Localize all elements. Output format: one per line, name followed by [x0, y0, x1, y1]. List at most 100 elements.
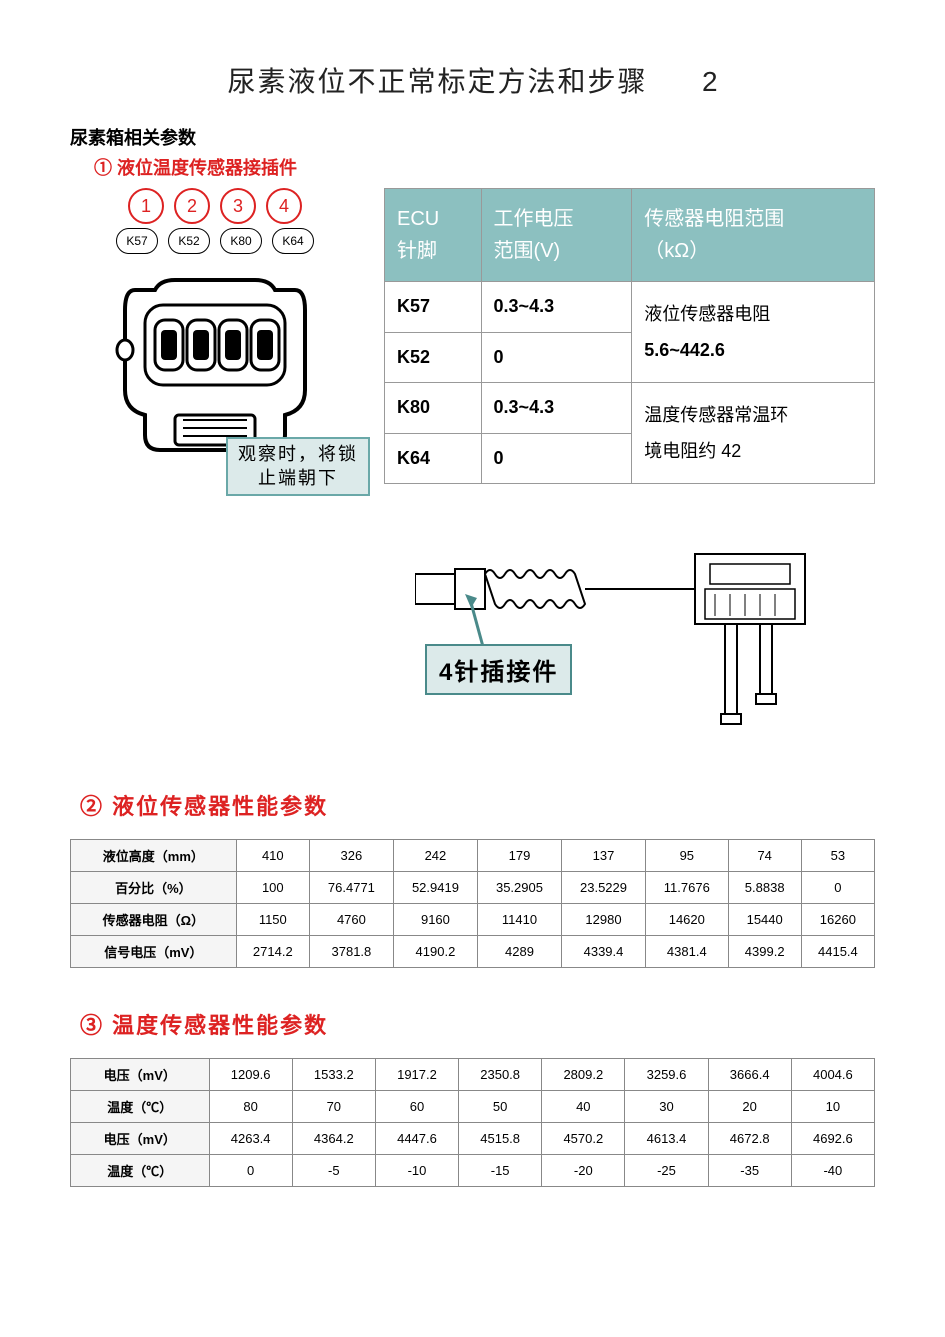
table-cell: 16260	[801, 904, 874, 936]
table-cell: -10	[375, 1155, 458, 1187]
ecu-cell: 0.3~4.3	[481, 383, 632, 434]
table-cell: 5.8838	[728, 872, 801, 904]
table-cell: 2809.2	[542, 1059, 625, 1091]
red-pin-1: 1	[128, 188, 164, 224]
table-cell: 4760	[309, 904, 393, 936]
ecu-th-res: 传感器电阻范围 （kΩ）	[632, 189, 875, 282]
ecu-cell: 0	[481, 332, 632, 383]
table-cell: -20	[542, 1155, 625, 1187]
table-cell: 1533.2	[292, 1059, 375, 1091]
table-cell: 11.7676	[646, 872, 729, 904]
callout-line1: 观察时，将锁	[238, 443, 358, 466]
callout-lock-down: 观察时，将锁 止端朝下	[226, 437, 370, 496]
table-cell: 179	[477, 840, 561, 872]
subhead-3: ③ 温度传感器性能参数	[80, 1008, 875, 1040]
ecu-th-volt: 工作电压 范围(V)	[481, 189, 632, 282]
table-cell: 23.5229	[561, 872, 645, 904]
table-cell: -25	[625, 1155, 708, 1187]
page-title: 尿素液位不正常标定方法和步骤	[227, 60, 647, 100]
table-cell: 53	[801, 840, 874, 872]
table-cell: 11410	[477, 904, 561, 936]
table-rowhead: 传感器电阻（Ω）	[71, 904, 237, 936]
k-pin-1: K57	[116, 228, 158, 254]
table-cell: 1150	[236, 904, 309, 936]
four-pin-callout: 4针插接件	[425, 644, 572, 695]
table-cell: 9160	[393, 904, 477, 936]
table-cell: 4339.4	[561, 936, 645, 968]
ecu-cell: K64	[385, 433, 482, 484]
table-cell: 1209.6	[209, 1059, 292, 1091]
k-pin-3: K80	[220, 228, 262, 254]
table-cell: 4399.2	[728, 936, 801, 968]
table-cell: 1917.2	[375, 1059, 458, 1091]
table-cell: 74	[728, 840, 801, 872]
temp-sensor-table: 电压（mV）1209.61533.21917.22350.82809.23259…	[70, 1058, 875, 1187]
ecu-cell: K57	[385, 282, 482, 333]
table-rowhead: 温度（℃）	[71, 1155, 210, 1187]
table-rowhead: 信号电压（mV）	[71, 936, 237, 968]
table-cell: 242	[393, 840, 477, 872]
level-sensor-table: 液位高度（mm）410326242179137957453 百分比（%）10076…	[70, 839, 875, 968]
table-rowhead: 液位高度（mm）	[71, 840, 237, 872]
table-cell: -35	[708, 1155, 791, 1187]
table-cell: 3781.8	[309, 936, 393, 968]
table-cell: 4613.4	[625, 1123, 708, 1155]
k-pin-4: K64	[272, 228, 314, 254]
table-cell: 50	[459, 1091, 542, 1123]
table-cell: 4570.2	[542, 1123, 625, 1155]
table-cell: 4692.6	[791, 1123, 874, 1155]
table-cell: 3259.6	[625, 1059, 708, 1091]
table-rowhead: 电压（mV）	[71, 1123, 210, 1155]
table-cell: 76.4771	[309, 872, 393, 904]
table-cell: 4672.8	[708, 1123, 791, 1155]
title-row: 尿素液位不正常标定方法和步骤 2	[70, 60, 875, 100]
table-cell: 137	[561, 840, 645, 872]
k-pin-2: K52	[168, 228, 210, 254]
red-pin-4: 4	[266, 188, 302, 224]
red-pin-row: 1 2 3 4	[70, 188, 360, 224]
ecu-desc-top: 液位传感器电阻 5.6~442.6	[632, 282, 875, 383]
table-cell: 410	[236, 840, 309, 872]
table-cell: 0	[801, 872, 874, 904]
table-rowhead: 电压（mV）	[71, 1059, 210, 1091]
table-cell: 15440	[728, 904, 801, 936]
subhead-2: ② 液位传感器性能参数	[80, 789, 875, 821]
table-cell: 0	[209, 1155, 292, 1187]
red-pin-2: 2	[174, 188, 210, 224]
section-label: 尿素箱相关参数	[70, 124, 875, 150]
table-rowhead: 百分比（%）	[71, 872, 237, 904]
page-number: 2	[702, 66, 718, 98]
table-cell: 2350.8	[459, 1059, 542, 1091]
table-cell: 95	[646, 840, 729, 872]
table-cell: 4381.4	[646, 936, 729, 968]
table-cell: 40	[542, 1091, 625, 1123]
table-cell: 4415.4	[801, 936, 874, 968]
table-cell: 12980	[561, 904, 645, 936]
table-cell: 4515.8	[459, 1123, 542, 1155]
table-cell: 14620	[646, 904, 729, 936]
table-cell: 35.2905	[477, 872, 561, 904]
connector-diagram: 1 2 3 4 K57 K52 K80 K64	[70, 188, 360, 480]
table-cell: 4364.2	[292, 1123, 375, 1155]
table-cell: 80	[209, 1091, 292, 1123]
table-cell: 100	[236, 872, 309, 904]
red-pin-3: 3	[220, 188, 256, 224]
ecu-cell: 0.3~4.3	[481, 282, 632, 333]
ecu-cell: K52	[385, 332, 482, 383]
subhead-1: ① 液位温度传感器接插件	[94, 154, 875, 180]
table-cell: 3666.4	[708, 1059, 791, 1091]
table-cell: 4004.6	[791, 1059, 874, 1091]
ecu-cell: 0	[481, 433, 632, 484]
ecu-cell: K80	[385, 383, 482, 434]
k-pin-row: K57 K52 K80 K64	[70, 228, 360, 254]
table-cell: 326	[309, 840, 393, 872]
table-cell: 4447.6	[375, 1123, 458, 1155]
table-cell: -40	[791, 1155, 874, 1187]
table-cell: 4263.4	[209, 1123, 292, 1155]
table-cell: 10	[791, 1091, 874, 1123]
sensor-assembly-diagram: 4针插接件	[415, 544, 835, 749]
table-cell: 4289	[477, 936, 561, 968]
table-cell: 20	[708, 1091, 791, 1123]
table-rowhead: 温度（℃）	[71, 1091, 210, 1123]
table-cell: 4190.2	[393, 936, 477, 968]
